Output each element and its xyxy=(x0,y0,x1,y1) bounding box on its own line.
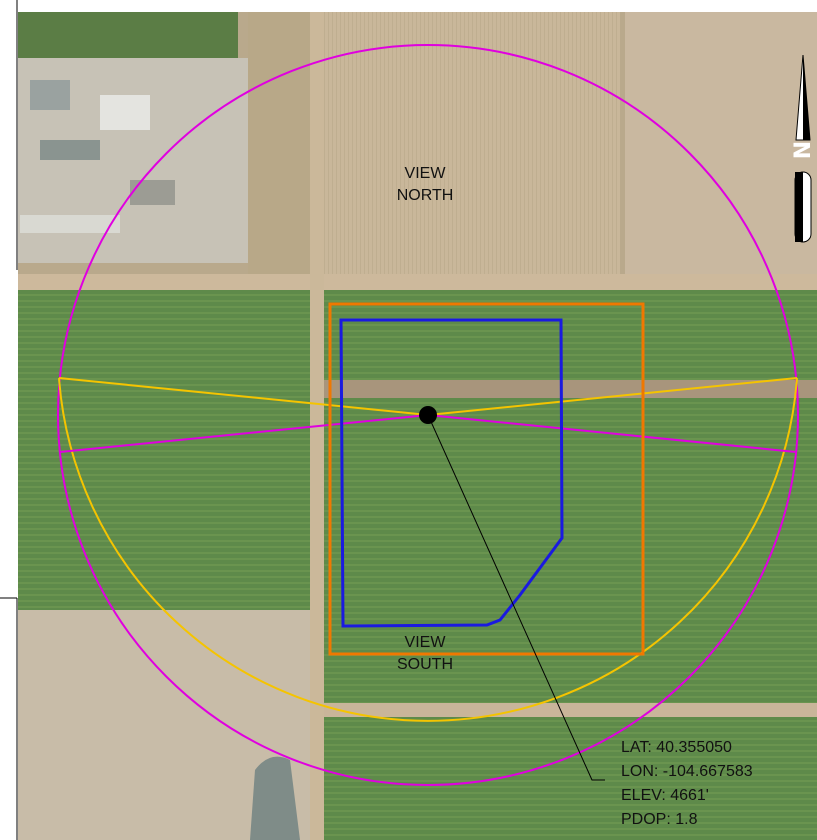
north-arrow-letter: N xyxy=(791,141,816,159)
view-radius-circle xyxy=(57,44,799,786)
orange-boundary xyxy=(328,302,645,656)
view-line-west xyxy=(59,414,429,453)
view-north-label-line2: NORTH xyxy=(397,187,454,204)
north-arrow-icon: N xyxy=(791,54,816,243)
view-south-arc xyxy=(58,377,798,722)
aerial-imagery xyxy=(18,12,817,840)
pdop-readout: PDOP: 1.8 xyxy=(621,811,698,828)
elev-readout: ELEV: 4661' xyxy=(621,787,709,804)
lat-readout: LAT: 40.355050 xyxy=(621,739,732,756)
blue-boundary xyxy=(339,318,564,628)
leader-line xyxy=(427,414,605,781)
view-line-east xyxy=(427,414,797,453)
view-south-label-line1: VIEW xyxy=(405,634,447,651)
view-south-label-line2: SOUTH xyxy=(397,656,453,673)
view-north-label-line1: VIEW xyxy=(405,165,447,182)
center-point-marker xyxy=(419,406,437,424)
view-wedge-edge-west xyxy=(58,377,429,416)
lon-readout: LON: -104.667583 xyxy=(621,763,753,780)
view-wedge-edge-east xyxy=(427,377,798,416)
